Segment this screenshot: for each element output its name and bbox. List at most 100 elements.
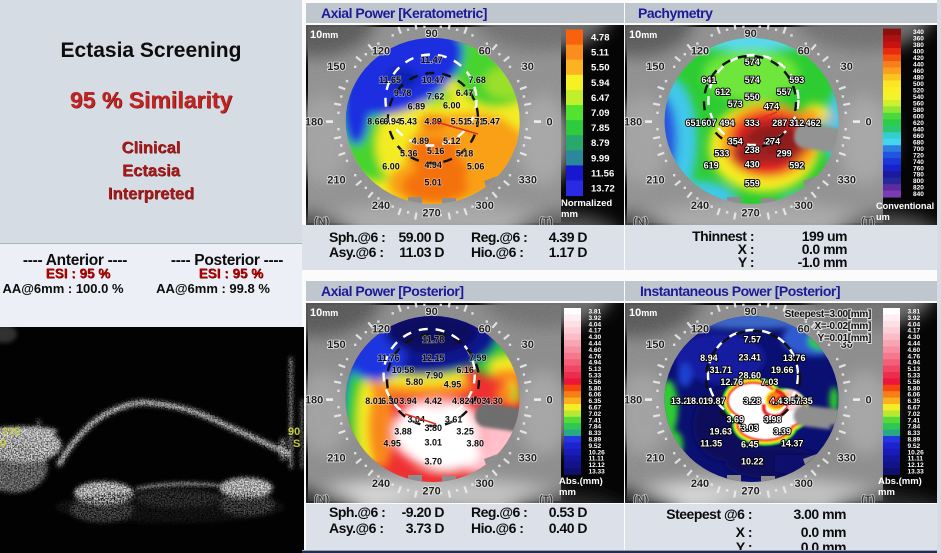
svg-text:6.35: 6.35 (908, 398, 921, 405)
svg-text:90: 90 (744, 28, 756, 40)
svg-text:651: 651 (685, 118, 700, 128)
svg-text:274: 274 (765, 137, 780, 147)
svg-text:8.89: 8.89 (908, 437, 921, 444)
svg-text:S: S (293, 438, 300, 450)
svg-text:4.60: 4.60 (589, 347, 602, 354)
svg-text:5.33: 5.33 (908, 373, 921, 380)
svg-text:680: 680 (913, 139, 924, 146)
svg-text:354: 354 (728, 137, 743, 147)
svg-text:90: 90 (425, 306, 437, 318)
svg-text:8.94: 8.94 (700, 353, 718, 363)
svg-text:612: 612 (715, 87, 730, 97)
svg-text:5.56: 5.56 (589, 379, 602, 386)
svg-text:3.81: 3.81 (589, 309, 602, 316)
svg-text:6.35: 6.35 (589, 398, 602, 405)
svg-text:4.43: 4.43 (770, 396, 788, 406)
svg-text:238: 238 (745, 145, 760, 155)
svg-text:31.71: 31.71 (710, 365, 733, 375)
svg-text:4.76: 4.76 (589, 353, 602, 360)
svg-text:333: 333 (745, 118, 760, 128)
svg-text:240: 240 (691, 200, 709, 212)
svg-text:30: 30 (522, 339, 534, 351)
svg-text:(N): (N) (633, 494, 649, 503)
svg-text:18.02: 18.02 (686, 396, 709, 406)
svg-text:4.17: 4.17 (589, 328, 602, 335)
svg-text:720: 720 (913, 152, 924, 159)
svg-text:120: 120 (691, 46, 709, 58)
svg-text:4.94: 4.94 (908, 360, 921, 367)
svg-text:11.65: 11.65 (379, 75, 401, 85)
svg-text:150: 150 (646, 61, 664, 73)
svg-text:10.58: 10.58 (392, 365, 415, 375)
svg-text:(N): (N) (314, 494, 330, 503)
svg-text:60: 60 (479, 46, 491, 58)
svg-text:180: 180 (625, 117, 642, 129)
svg-text:9.78: 9.78 (394, 88, 412, 98)
svg-text:340: 340 (913, 29, 924, 36)
svg-text:90: 90 (744, 306, 756, 318)
svg-text:0: 0 (865, 117, 871, 129)
svg-text:3.28: 3.28 (744, 396, 762, 406)
svg-text:3.80: 3.80 (425, 423, 443, 433)
svg-text:7.03: 7.03 (761, 377, 779, 387)
svg-text:820: 820 (913, 185, 924, 192)
svg-text:500: 500 (913, 81, 924, 88)
svg-text:(N): (N) (633, 216, 649, 225)
svg-text:0: 0 (546, 117, 552, 129)
svg-text:4.17: 4.17 (908, 328, 921, 335)
svg-text:270: 270 (2, 426, 20, 438)
svg-text:660: 660 (913, 133, 924, 140)
svg-text:120: 120 (372, 46, 390, 58)
svg-text:11.35: 11.35 (700, 439, 722, 449)
svg-text:Steepest=3.00[mm]: Steepest=3.00[mm] (785, 309, 871, 320)
svg-text:520: 520 (913, 88, 924, 95)
svg-text:9.52: 9.52 (908, 443, 921, 450)
svg-text:(N): (N) (314, 216, 330, 225)
svg-text:5.80: 5.80 (908, 385, 921, 392)
svg-text:30: 30 (841, 339, 853, 351)
svg-text:5.13: 5.13 (589, 366, 602, 373)
svg-text:6.16: 6.16 (456, 365, 474, 375)
svg-text:3.88: 3.88 (394, 427, 412, 437)
svg-text:5.33: 5.33 (589, 373, 602, 380)
svg-text:mm: mm (559, 487, 576, 498)
svg-text:23.41: 23.41 (739, 352, 762, 362)
svg-text:619: 619 (704, 161, 719, 171)
svg-text:4.94: 4.94 (589, 360, 602, 367)
svg-text:12.15: 12.15 (422, 353, 445, 363)
svg-text:300: 300 (476, 200, 494, 212)
svg-text:60: 60 (798, 46, 810, 58)
svg-text:7.02: 7.02 (589, 411, 602, 418)
svg-text:4.95: 4.95 (444, 380, 462, 390)
svg-text:5.47: 5.47 (483, 117, 501, 127)
svg-text:3.04: 3.04 (408, 415, 426, 425)
svg-text:19.63: 19.63 (710, 427, 733, 437)
svg-text:120: 120 (372, 324, 390, 336)
svg-text:11.78: 11.78 (422, 334, 444, 344)
svg-text:7.85: 7.85 (591, 123, 610, 134)
svg-text:8.79: 8.79 (591, 138, 610, 149)
svg-text:6.47: 6.47 (591, 93, 610, 104)
svg-text:150: 150 (327, 339, 345, 351)
svg-text:5.13: 5.13 (908, 366, 921, 373)
svg-text:9.99: 9.99 (591, 153, 610, 164)
svg-text:5.01: 5.01 (424, 178, 442, 188)
svg-text:5.43: 5.43 (400, 117, 418, 127)
svg-text:11.76: 11.76 (377, 353, 399, 363)
svg-text:270: 270 (741, 486, 759, 498)
svg-text:3.03: 3.03 (741, 423, 759, 433)
svg-text:12.12: 12.12 (589, 462, 606, 469)
svg-text:550: 550 (745, 92, 760, 102)
svg-text:7.41: 7.41 (908, 417, 921, 424)
svg-text:7.90: 7.90 (426, 371, 444, 381)
svg-text:19.87: 19.87 (703, 396, 726, 406)
svg-text:480: 480 (913, 75, 924, 82)
svg-text:6.00: 6.00 (443, 101, 461, 111)
svg-text:4.95: 4.95 (383, 439, 401, 449)
svg-text:7.62: 7.62 (427, 91, 445, 101)
svg-text:4.30: 4.30 (908, 334, 921, 341)
svg-text:800: 800 (913, 178, 924, 185)
svg-text:Abs.(mm): Abs.(mm) (878, 476, 922, 487)
svg-text:840: 840 (913, 191, 924, 198)
svg-text:5.80: 5.80 (589, 385, 602, 392)
